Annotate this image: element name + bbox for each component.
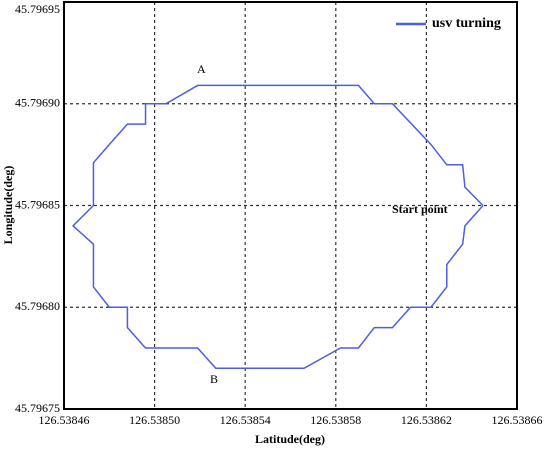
- x-tick-label: 126.53854: [220, 413, 271, 427]
- x-tick-label: 126.53858: [310, 413, 361, 427]
- y-tick-label: 45.79680: [15, 299, 60, 313]
- plot-frame: [63, 1, 518, 410]
- y-tick-label: 45.79675: [15, 401, 60, 415]
- y-tick-label: 45.79690: [15, 96, 60, 110]
- legend-label: usv turning: [432, 16, 501, 31]
- x-tick-label: 126.53862: [401, 413, 452, 427]
- x-axis-title: Latitude(deg): [255, 432, 325, 446]
- y-axis-title: Longitude(deg): [1, 166, 15, 245]
- annotation: Start point: [392, 202, 448, 216]
- x-tick-label: 126.53850: [129, 413, 180, 427]
- annotation: A: [197, 62, 206, 76]
- y-tick-label: 45.79695: [15, 2, 60, 16]
- data-line: [71, 84, 484, 370]
- x-tick-label: 126.53846: [39, 413, 90, 427]
- y-tick-label: 45.79685: [15, 197, 60, 211]
- annotation: B: [210, 372, 218, 386]
- x-tick-label: 126.53866: [492, 413, 543, 427]
